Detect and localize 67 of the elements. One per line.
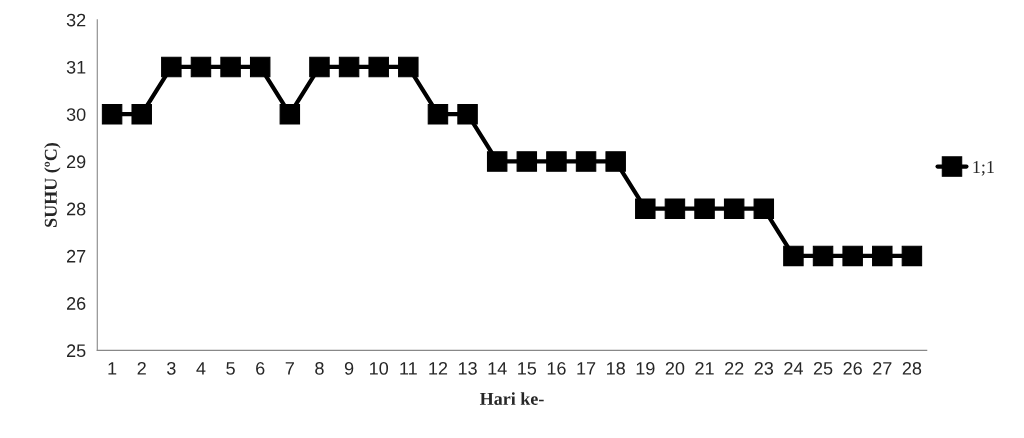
x-tick-label: 4 [196, 362, 206, 375]
point [872, 245, 893, 267]
x-tick-label: 2 [137, 361, 146, 375]
x-tick-label: 5 [226, 362, 235, 375]
point [516, 151, 538, 172]
point [249, 56, 271, 78]
y-tick-label: 26 [67, 297, 86, 310]
point [486, 151, 508, 172]
point [901, 245, 923, 267]
point [694, 198, 715, 219]
x-tick-label: 3 [167, 361, 176, 375]
x-tick-label: 13 [458, 361, 477, 375]
x-tick-label: 17 [577, 362, 596, 375]
x-axis-title: Hari ke- [479, 392, 544, 405]
x-tick-label: 10 [370, 361, 389, 375]
y-tick-label: 30 [66, 108, 86, 121]
x-tick-label: 26 [843, 361, 862, 375]
point [368, 56, 389, 78]
point [131, 103, 152, 125]
x-tick-label: 25 [813, 361, 833, 375]
x-tick-label: 6 [256, 361, 265, 375]
x-tick-label: 23 [754, 361, 774, 375]
x-tick-label: 27 [873, 361, 892, 375]
x-tick-label: 18 [607, 361, 625, 375]
point [161, 56, 182, 78]
point [338, 56, 360, 78]
point [427, 103, 449, 125]
point [220, 56, 241, 78]
x-tick-label: 24 [784, 361, 803, 375]
point [753, 198, 775, 219]
point [279, 103, 301, 125]
y-tick-label: 29 [67, 155, 86, 169]
y-axis-title: SUHU (ºC) [44, 143, 61, 227]
legend-label: 1;1 [973, 161, 994, 176]
x-tick-label: 7 [285, 362, 294, 375]
x-tick-label: 11 [400, 362, 417, 375]
point [812, 245, 834, 267]
point [783, 245, 804, 267]
point [398, 56, 419, 78]
x-tick-label: 22 [725, 361, 744, 375]
x-tick-label: 15 [518, 362, 537, 375]
y-tick-label: 25 [67, 344, 86, 358]
x-tick-label: 16 [547, 361, 566, 375]
x-tick-label: 1 [108, 362, 117, 375]
point [309, 56, 330, 78]
point [101, 103, 123, 125]
point [457, 103, 478, 125]
point [605, 151, 626, 172]
point [575, 151, 597, 172]
y-tick-label: 28 [67, 202, 86, 216]
x-tick-label: 28 [902, 361, 922, 375]
y-tick-label: 32 [66, 13, 86, 27]
x-tick-label: 12 [429, 361, 448, 375]
point [842, 245, 863, 267]
x-tick-label: 8 [315, 361, 324, 375]
y-tick-label: 27 [67, 249, 86, 263]
point [546, 151, 567, 172]
x-tick-label: 21 [695, 361, 714, 375]
y-tick-label: 31 [66, 60, 86, 74]
x-tick-label: 19 [636, 361, 655, 375]
point [723, 198, 745, 219]
x-tick-label: 14 [488, 362, 507, 375]
point [190, 56, 212, 78]
x-tick-label: 9 [344, 361, 354, 375]
point [664, 198, 686, 219]
x-tick-label: 20 [665, 361, 685, 375]
point [635, 198, 656, 219]
